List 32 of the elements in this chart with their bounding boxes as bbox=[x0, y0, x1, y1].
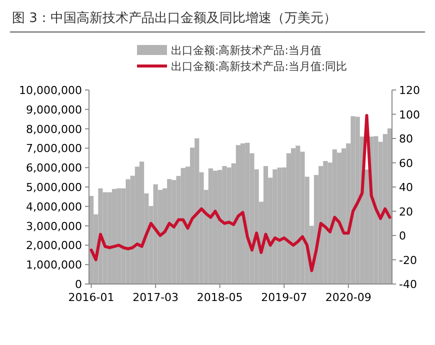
y-tick-label: 10,000,000 bbox=[19, 84, 82, 97]
y2-tick-label: 20 bbox=[399, 205, 413, 218]
y2-tick-label: 40 bbox=[399, 181, 413, 194]
y-tick-label: 8,000,000 bbox=[26, 122, 82, 136]
y2-tick-label: -40 bbox=[399, 278, 417, 291]
y2-tick-label: 60 bbox=[399, 156, 413, 170]
y2-tick-label: 0 bbox=[399, 230, 406, 242]
y-tick-label: 6,000,000 bbox=[26, 162, 82, 175]
bar bbox=[212, 170, 218, 284]
x-tick-label: 2020-09 bbox=[325, 291, 372, 304]
y-tick-label: 4,000,000 bbox=[26, 200, 82, 214]
y-tick-label: 5,000,000 bbox=[26, 181, 82, 194]
x-tick-label: 2016-01 bbox=[68, 291, 114, 304]
y2-tick-label: 120 bbox=[399, 84, 420, 97]
y2-tick-label: -20 bbox=[399, 254, 417, 267]
x-tick-label: 2019-07 bbox=[261, 291, 308, 304]
y2-tick-label: 100 bbox=[399, 108, 420, 122]
bar bbox=[263, 166, 268, 284]
x-tick-label: 2018-05 bbox=[196, 291, 243, 304]
y2-tick-label: 80 bbox=[399, 132, 413, 146]
y-tick-label: 2,000,000 bbox=[26, 239, 82, 252]
y-tick-label: 9,000,000 bbox=[26, 103, 82, 116]
y-tick-label: 3,000,000 bbox=[26, 220, 82, 233]
x-tick-label: 2017-03 bbox=[132, 291, 179, 304]
legend-label: 出口金额:高新技术产品:当月值:同比 bbox=[171, 60, 348, 73]
legend-label: 出口金额:高新技术产品:当月值 bbox=[171, 44, 322, 57]
y-tick-label: 1,000,000 bbox=[26, 258, 82, 272]
bar bbox=[112, 188, 117, 284]
y-tick-label: 7,000,000 bbox=[26, 142, 82, 156]
line-series bbox=[90, 114, 392, 272]
chart-title: 图 3：中国高新技术产品出口金额及同比增速（万美元） bbox=[12, 10, 336, 26]
y-tick-label: 0 bbox=[75, 278, 82, 291]
